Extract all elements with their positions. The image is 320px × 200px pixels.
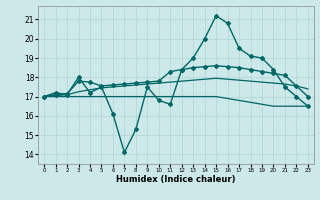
X-axis label: Humidex (Indice chaleur): Humidex (Indice chaleur): [116, 175, 236, 184]
